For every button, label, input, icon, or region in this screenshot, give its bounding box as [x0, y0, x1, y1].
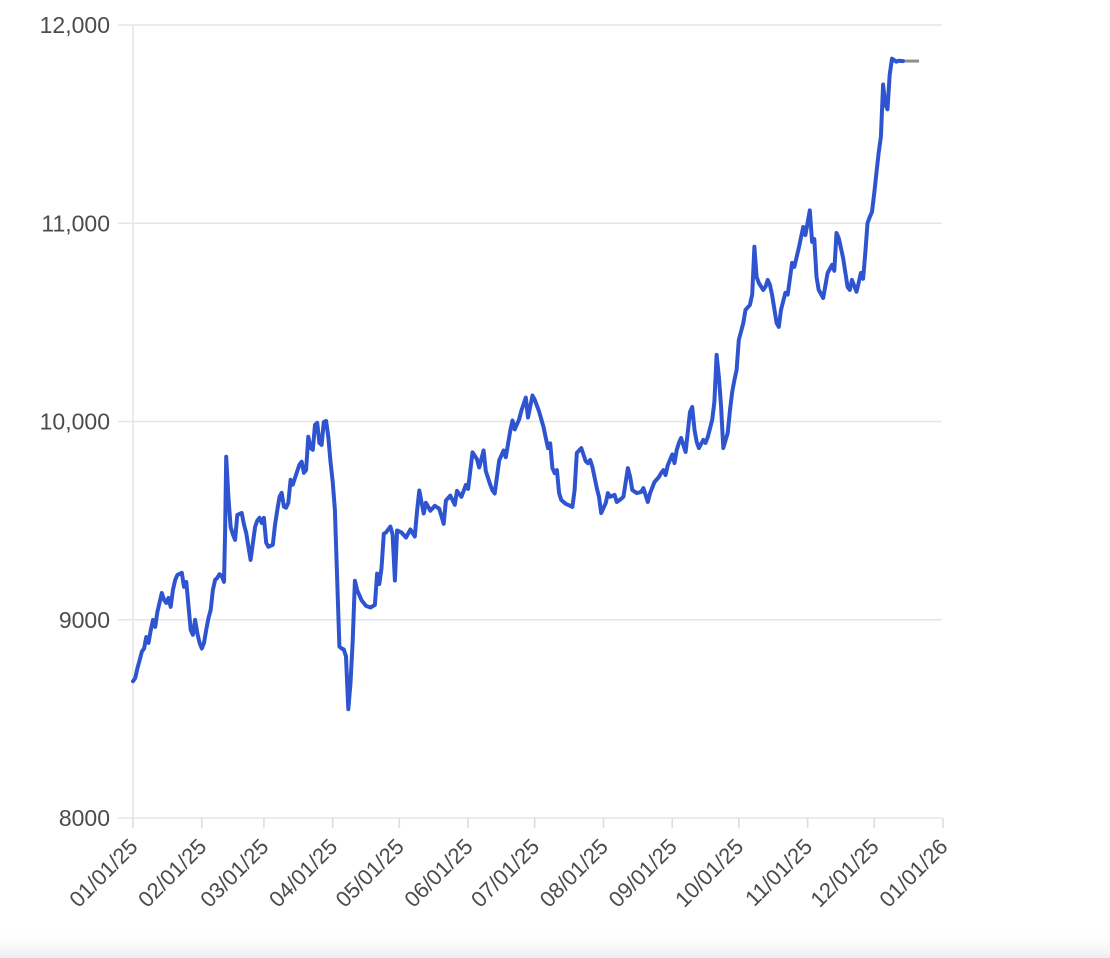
- x-axis: 01/01/2502/01/2503/01/2504/01/2505/01/25…: [64, 818, 953, 912]
- y-axis-label: 11,000: [41, 210, 110, 236]
- y-axis-label: 12,000: [40, 12, 110, 38]
- y-axis-label: 8000: [59, 805, 110, 831]
- y-axis-label: 9000: [59, 607, 110, 633]
- y-axis: 12,000 11,000 10,000 9000 8000: [40, 12, 134, 831]
- price-line: [131, 56, 906, 712]
- x-axis-label: 10/01/25: [670, 834, 748, 912]
- x-axis-label: 01/01/26: [874, 834, 952, 912]
- x-axis-label: 09/01/25: [604, 834, 682, 912]
- gridlines: [118, 24, 942, 819]
- x-axis-label: 08/01/25: [535, 834, 613, 912]
- x-axis-label: 05/01/25: [331, 834, 409, 912]
- x-axis-label: 02/01/25: [133, 834, 211, 912]
- x-axis-label: 04/01/25: [264, 834, 342, 912]
- x-axis-label: 03/01/25: [195, 834, 273, 912]
- price-series: [131, 56, 920, 712]
- x-axis-label: 06/01/25: [399, 834, 477, 912]
- x-axis-label: 07/01/25: [466, 834, 544, 912]
- x-axis-label: 01/01/25: [64, 834, 142, 912]
- x-axis-label: 12/01/25: [806, 834, 884, 912]
- page-bottom-edge: [0, 930, 1110, 958]
- x-axis-label: 11/01/25: [740, 834, 817, 911]
- y-axis-label: 10,000: [40, 409, 110, 435]
